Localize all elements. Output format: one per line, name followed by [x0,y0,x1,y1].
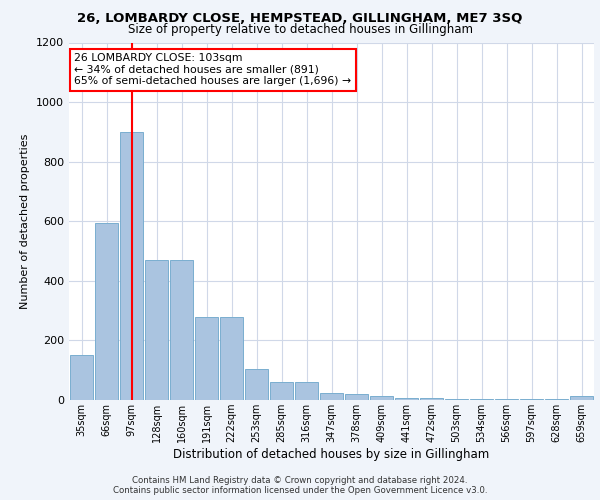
Bar [270,382,293,400]
Bar [120,132,143,400]
Y-axis label: Number of detached properties: Number of detached properties [20,134,31,309]
Bar [570,396,593,400]
Text: 26, LOMBARDY CLOSE, HEMPSTEAD, GILLINGHAM, ME7 3SQ: 26, LOMBARDY CLOSE, HEMPSTEAD, GILLINGHA… [77,12,523,24]
Bar [495,398,518,400]
Text: Size of property relative to detached houses in Gillingham: Size of property relative to detached ho… [128,22,473,36]
Bar [370,396,393,400]
Bar [295,382,318,400]
Bar [445,398,468,400]
Bar [345,394,368,400]
Bar [145,260,168,400]
X-axis label: Distribution of detached houses by size in Gillingham: Distribution of detached houses by size … [173,448,490,461]
Text: Contains HM Land Registry data © Crown copyright and database right 2024.
Contai: Contains HM Land Registry data © Crown c… [113,476,487,495]
Bar [220,316,243,400]
Bar [545,398,568,400]
Bar [95,222,118,400]
Bar [470,398,493,400]
Bar [420,398,443,400]
Bar [195,316,218,400]
Text: 26 LOMBARDY CLOSE: 103sqm
← 34% of detached houses are smaller (891)
65% of semi: 26 LOMBARDY CLOSE: 103sqm ← 34% of detac… [74,53,352,86]
Bar [70,356,93,400]
Bar [170,260,193,400]
Bar [520,398,543,400]
Bar [320,392,343,400]
Bar [395,398,418,400]
Bar [245,368,268,400]
